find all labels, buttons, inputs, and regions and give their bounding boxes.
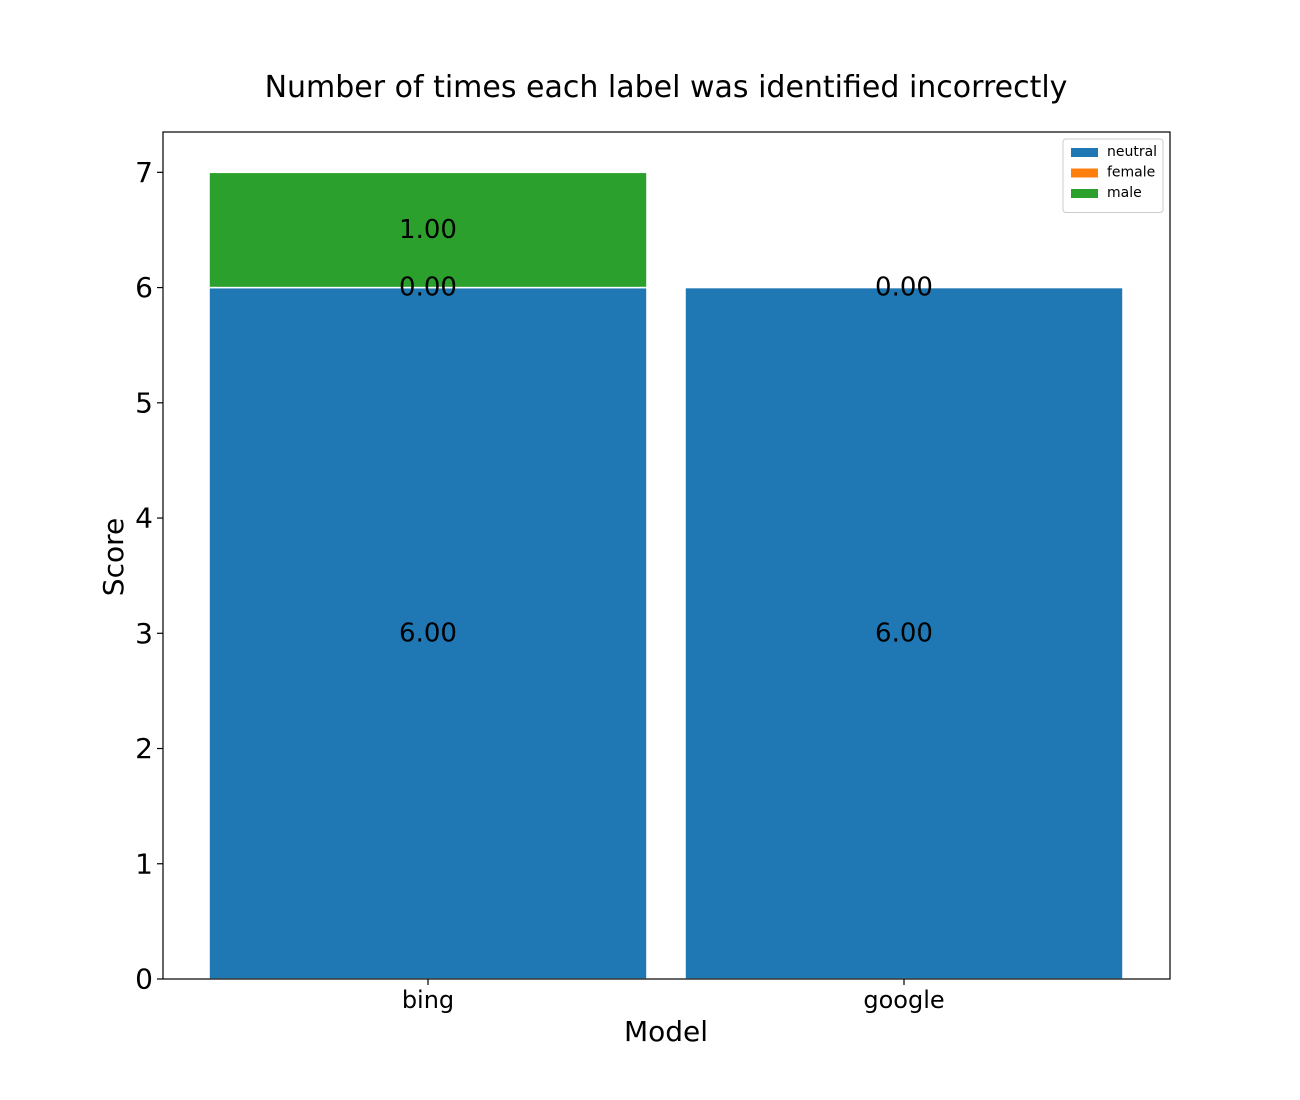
x-axis-label: Model xyxy=(624,1015,708,1048)
x-axis: bing google xyxy=(402,979,945,1014)
plot-frame xyxy=(162,131,1171,980)
data-label-bing-neutral: 6.00 xyxy=(399,618,457,648)
y-tick-label: 4 xyxy=(135,502,153,535)
legend-label-neutral: neutral xyxy=(1107,144,1157,160)
y-tick-label: 7 xyxy=(135,156,153,189)
y-tick-label: 3 xyxy=(135,617,153,650)
y-tick-label: 6 xyxy=(135,271,153,304)
x-tick-label-google: google xyxy=(863,986,944,1014)
data-label-google-neutral: 6.00 xyxy=(875,618,933,648)
x-tick-label-bing: bing xyxy=(402,986,454,1014)
bar-bing-male xyxy=(208,171,648,289)
chart-title: Number of times each label was identifie… xyxy=(265,70,1068,105)
legend-swatch-male xyxy=(1071,189,1098,198)
bars-layer xyxy=(208,171,1124,980)
data-label-bing-male: 1.00 xyxy=(399,215,457,245)
y-axis-label: Score xyxy=(97,518,130,596)
y-tick-label: 0 xyxy=(135,963,153,996)
legend-label-female: female xyxy=(1107,165,1155,181)
y-tick-label: 2 xyxy=(135,732,153,765)
data-label-google-female: 0.00 xyxy=(875,273,933,303)
data-label-bing-female: 0.00 xyxy=(399,273,457,303)
legend-swatch-female xyxy=(1071,168,1098,178)
legend-label-male: male xyxy=(1107,185,1142,201)
legend: neutral female male xyxy=(1062,138,1164,213)
y-tick-label: 1 xyxy=(135,847,153,880)
bar-google-neutral xyxy=(684,286,1124,980)
bar-bing-neutral xyxy=(208,286,648,980)
y-axis: 0 1 2 3 4 5 6 7 xyxy=(135,156,163,996)
y-tick-label: 5 xyxy=(135,386,153,419)
legend-swatch-neutral xyxy=(1071,148,1098,157)
data-labels-layer: 6.00 0.00 1.00 6.00 0.00 xyxy=(399,215,933,648)
